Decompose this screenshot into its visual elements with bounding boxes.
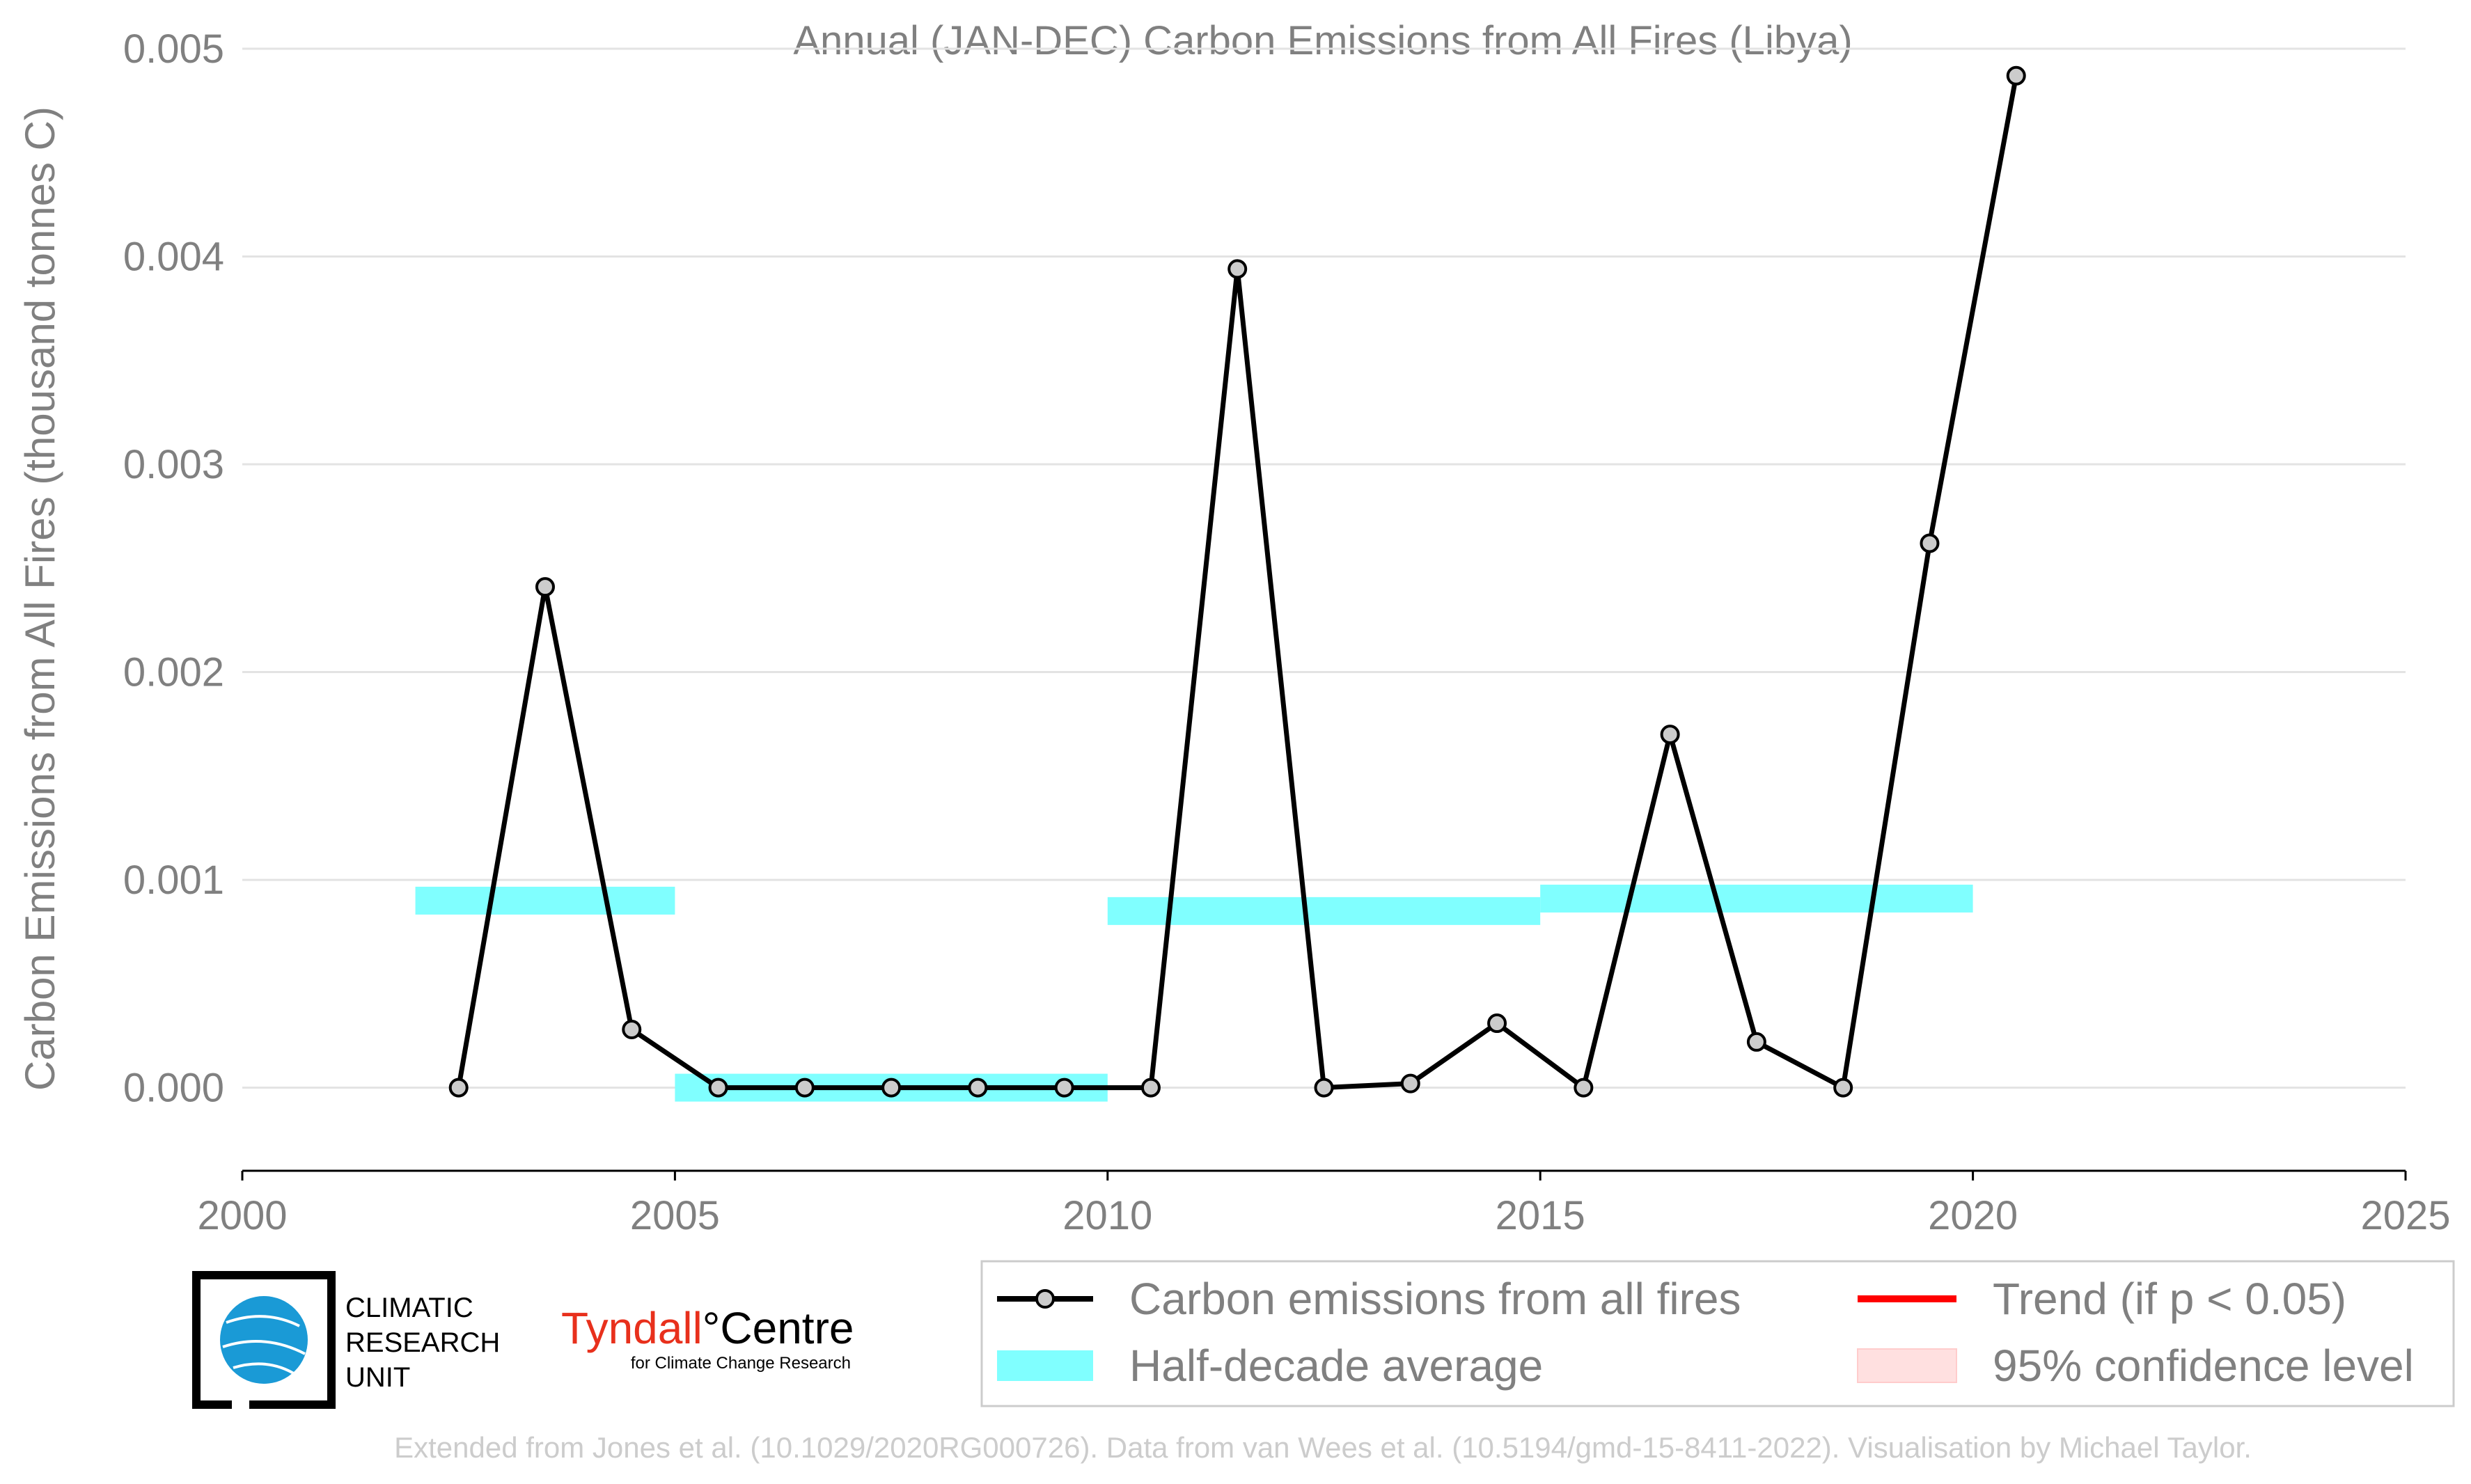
cru-bracket-right: [249, 1271, 336, 1409]
tyndall-subtitle: for Climate Change Research: [631, 1354, 851, 1373]
y-tick-3: 0.003: [123, 442, 224, 487]
cru-line-1: CLIMATIC: [345, 1293, 473, 1323]
legend-label-ci: 95% confidence level: [1993, 1341, 2414, 1391]
legend-ci-swatch: [1857, 1348, 1957, 1383]
data-point-18: [2006, 65, 2026, 86]
half-decade-bar-3: [1540, 884, 1973, 913]
y-tick-2: 0.002: [123, 650, 224, 695]
gridlines: [242, 47, 2406, 1089]
y-tick-4: 0.004: [123, 235, 224, 280]
half-decade-bar-2: [1107, 897, 1541, 925]
data-point-8: [1140, 1078, 1161, 1098]
series-line-0: [456, 75, 2019, 1091]
y-tick-labels: 0.000 0.001 0.002 0.003 0.004 0.005: [123, 26, 224, 1111]
data-point-16: [1833, 1078, 1853, 1098]
legend-marker-swatch: [1035, 1289, 1055, 1309]
data-point-17: [1920, 533, 1940, 553]
data-point-5: [881, 1078, 902, 1098]
data-point-3: [708, 1078, 728, 1098]
x-tick-5: 2025: [2360, 1193, 2450, 1238]
legend-label-emissions: Carbon emissions from all fires: [1129, 1274, 1741, 1324]
half-decade-bar-0: [415, 886, 675, 915]
x-tick-4: 2020: [1928, 1193, 2018, 1238]
data-point-2: [622, 1020, 642, 1040]
tyndall-logo: Tyndall°Centre for Climate Change Resear…: [561, 1303, 854, 1373]
y-tick-5: 0.005: [123, 26, 224, 72]
data-point-7: [1054, 1078, 1074, 1098]
legend-frame: [980, 1260, 2455, 1407]
data-point-14: [1660, 725, 1680, 745]
data-point-15: [1746, 1032, 1766, 1052]
legend: Carbon emissions from all fires Half-dec…: [980, 1260, 2455, 1407]
globe-lines: [222, 1315, 306, 1376]
cru-line-2: RESEARCH: [345, 1327, 500, 1358]
x-tick-1: 2005: [630, 1193, 720, 1238]
data-point-13: [1574, 1078, 1594, 1098]
cru-logo: CLIMATIC RESEARCH UNIT: [192, 1271, 500, 1409]
data-point-12: [1487, 1013, 1507, 1034]
data-point-10: [1314, 1078, 1334, 1098]
legend-label-trend: Trend (if p < 0.05): [1993, 1274, 2346, 1324]
data-point-6: [968, 1078, 988, 1098]
cru-bracket-left: [192, 1271, 282, 1409]
legend-label-avg: Half-decade average: [1129, 1341, 1543, 1391]
data-point-11: [1400, 1073, 1420, 1094]
chart-title: Annual (JAN-DEC) Carbon Emissions from A…: [793, 18, 1852, 63]
footer-credit: Extended from Jones et al. (10.1029/2020…: [394, 1431, 2252, 1464]
tyndall-name: Tyndall°Centre: [561, 1303, 854, 1353]
y-axis-label: Carbon Emissions from All Fires (thousan…: [17, 106, 63, 1091]
half-decade-bars: [415, 884, 1973, 1102]
y-tick-0: 0.000: [123, 1066, 224, 1111]
x-tick-0: 2000: [197, 1193, 287, 1238]
data-point-0: [448, 1078, 469, 1098]
data-point-4: [794, 1078, 815, 1098]
data-point-9: [1227, 259, 1248, 279]
data-point-1: [535, 577, 555, 597]
x-axis: 2000 2005 2010 2015 2020 2025: [197, 1169, 2451, 1238]
series-line: [448, 65, 2026, 1098]
y-tick-1: 0.001: [123, 858, 224, 903]
cru-line-3: UNIT: [345, 1362, 410, 1393]
legend-avg-swatch: [997, 1350, 1093, 1381]
x-tick-2: 2010: [1062, 1193, 1152, 1238]
globe-icon: [220, 1296, 308, 1384]
x-tick-3: 2015: [1496, 1193, 1585, 1238]
